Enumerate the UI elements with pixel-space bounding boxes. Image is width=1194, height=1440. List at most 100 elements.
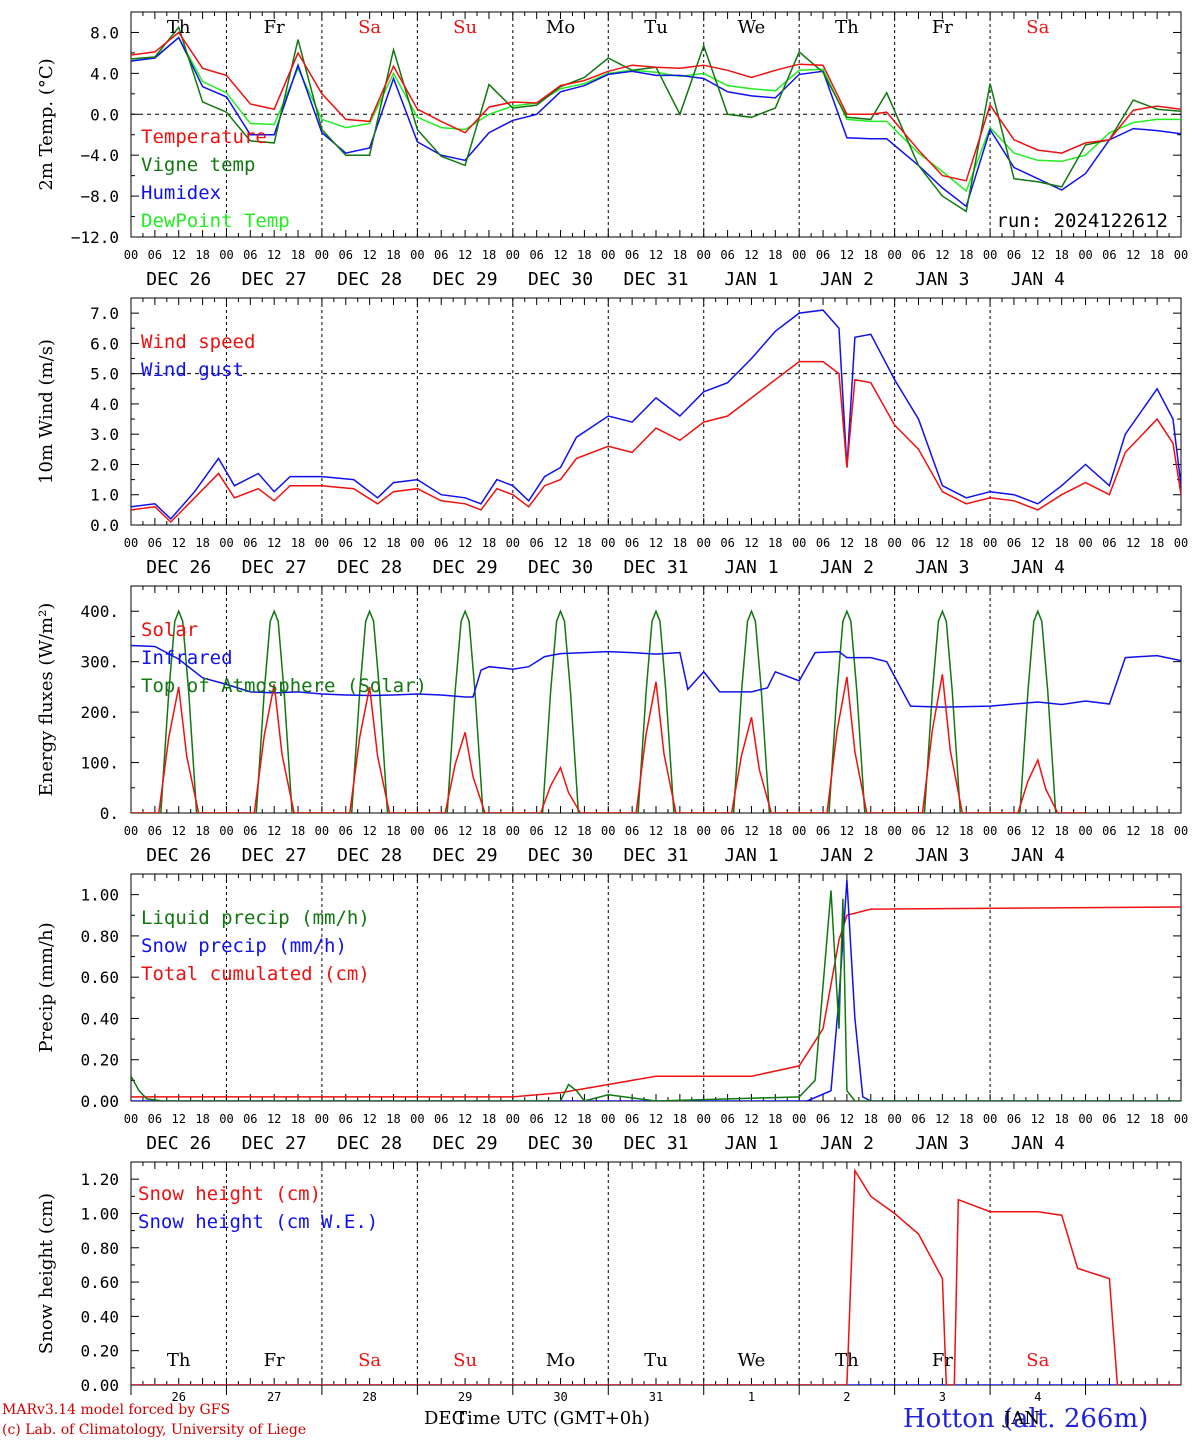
hour-tick-label: 18: [195, 824, 209, 838]
y-axis-title: Snow height (cm): [36, 1193, 57, 1354]
hour-tick-label: 00: [697, 248, 711, 262]
hour-tick-label: 12: [553, 248, 567, 262]
weekday-label: Fr: [932, 1350, 953, 1371]
hour-tick-label: 00: [887, 536, 901, 550]
hour-tick-label: 06: [816, 1112, 830, 1126]
hour-tick-label: 12: [840, 824, 854, 838]
legend-entry: Liquid precip (mm/h): [141, 907, 370, 929]
hour-tick-label: 00: [1078, 824, 1092, 838]
hour-tick-label: 00: [506, 1112, 520, 1126]
hour-tick-label: 06: [1007, 1112, 1021, 1126]
y-tick-label: 3.0: [90, 425, 119, 444]
hour-tick-label: 18: [1054, 248, 1068, 262]
weekday-label: Su: [453, 17, 477, 38]
hour-tick-label: 18: [291, 1112, 305, 1126]
hour-tick-label: 12: [172, 536, 186, 550]
hour-tick-label: 00: [124, 536, 138, 550]
hour-tick-label: 18: [291, 248, 305, 262]
hour-tick-label: 06: [911, 824, 925, 838]
day-number-label: 27: [267, 1390, 281, 1404]
series-line-wind-gust: [131, 309, 1181, 520]
date-label: DEC 31: [623, 269, 688, 290]
hour-tick-label: 12: [935, 824, 949, 838]
hour-tick-label: 12: [1031, 536, 1045, 550]
hour-tick-label: 12: [744, 536, 758, 550]
hour-tick-label: 00: [697, 1112, 711, 1126]
hour-tick-label: 06: [148, 248, 162, 262]
day-number-label: 1: [748, 1390, 755, 1404]
hour-tick-label: 12: [267, 248, 281, 262]
hour-tick-label: 00: [219, 536, 233, 550]
weekday-label: Mo: [546, 1350, 575, 1371]
hour-tick-label: 12: [649, 1112, 663, 1126]
hour-tick-label: 18: [864, 824, 878, 838]
hour-tick-label: 00: [601, 536, 615, 550]
weekday-label: Th: [835, 17, 859, 38]
date-label: DEC 29: [433, 845, 498, 866]
weekday-label: Sa: [358, 17, 381, 38]
y-tick-label: 400.: [80, 602, 119, 621]
hour-tick-label: 12: [1126, 536, 1140, 550]
day-number-label: 3: [939, 1390, 946, 1404]
hour-tick-label: 12: [1031, 1112, 1045, 1126]
day-number-label: 31: [649, 1390, 663, 1404]
hour-tick-label: 06: [434, 1112, 448, 1126]
hour-tick-label: 18: [673, 824, 687, 838]
day-number-label: 28: [362, 1390, 376, 1404]
series-line-wind-speed: [131, 360, 1181, 524]
hour-tick-label: 18: [195, 1112, 209, 1126]
hour-tick-label: 06: [911, 536, 925, 550]
hour-tick-label: 18: [482, 536, 496, 550]
plot-frame: [130, 585, 1182, 814]
hour-tick-label: 18: [1054, 1112, 1068, 1126]
hour-tick-label: 12: [1031, 824, 1045, 838]
legend-entry: DewPoint Temp: [141, 210, 290, 232]
hour-tick-label: 12: [172, 248, 186, 262]
hour-tick-label: 06: [625, 536, 639, 550]
hour-tick-label: 00: [1174, 248, 1188, 262]
hour-tick-label: 06: [434, 536, 448, 550]
hour-tick-label: 06: [625, 248, 639, 262]
y-tick-label: 1.0: [90, 486, 119, 505]
hour-tick-label: 06: [434, 824, 448, 838]
hour-tick-label: 00: [1078, 1112, 1092, 1126]
y-tick-label: 1.00: [80, 886, 119, 905]
weekday-label: Sa: [358, 1350, 381, 1371]
hour-tick-label: 12: [935, 536, 949, 550]
date-label: DEC 27: [242, 845, 307, 866]
hour-tick-label: 00: [1078, 536, 1092, 550]
hour-tick-label: 00: [887, 248, 901, 262]
date-label: JAN 4: [1011, 557, 1065, 578]
y-tick-label: 0.00: [80, 1092, 119, 1111]
weekday-label: Th: [167, 1350, 191, 1371]
series-line-total-cumulated-cm-: [131, 906, 1181, 1098]
date-label: JAN 1: [724, 269, 778, 290]
hour-tick-label: 00: [124, 824, 138, 838]
weekday-label: Fr: [264, 1350, 285, 1371]
hour-tick-label: 12: [744, 1112, 758, 1126]
hour-tick-label: 06: [243, 1112, 257, 1126]
date-label: DEC 29: [433, 269, 498, 290]
hour-tick-label: 00: [601, 1112, 615, 1126]
hour-tick-label: 18: [1150, 536, 1164, 550]
legend-entry: Solar: [141, 619, 198, 641]
hour-tick-label: 12: [1126, 1112, 1140, 1126]
hour-tick-label: 12: [172, 1112, 186, 1126]
hour-tick-label: 06: [148, 536, 162, 550]
hour-tick-label: 12: [362, 824, 376, 838]
date-label: DEC 27: [242, 269, 307, 290]
weekday-label: Mo: [546, 17, 575, 38]
date-label: DEC 28: [337, 557, 402, 578]
date-label: DEC 28: [337, 845, 402, 866]
date-label: DEC 27: [242, 557, 307, 578]
panel-4: 1.00 0.80 0.60 0.40 0.20 0.00 Precip (mm/h) Liq…: [36, 873, 1188, 1154]
hour-tick-label: 18: [768, 536, 782, 550]
y-tick-label: 8.0: [90, 23, 119, 42]
hour-tick-label: 12: [553, 1112, 567, 1126]
series-line-snow-precip-mm-h-: [131, 880, 1181, 1101]
hour-tick-label: 06: [1102, 1112, 1116, 1126]
y-tick-label: 100.: [80, 754, 119, 773]
hour-tick-label: 00: [315, 536, 329, 550]
weekday-label: We: [738, 1350, 766, 1371]
series-line-top-of-atmosphere-solar-: [131, 609, 1086, 813]
